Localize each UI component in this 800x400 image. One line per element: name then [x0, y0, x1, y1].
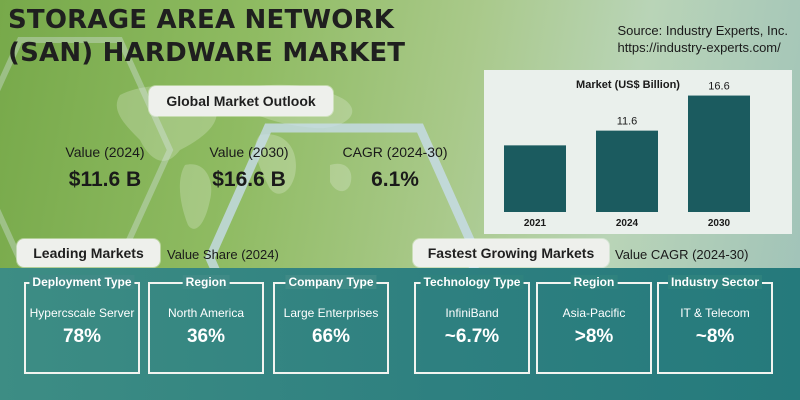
data-label-2024: 11.6	[617, 116, 638, 128]
global-market-outlook-label: Global Market Outlook	[149, 86, 333, 116]
data-label-2030: 16.6	[708, 81, 729, 93]
fastest-growing-subtitle: Value CAGR (2024-30)	[615, 247, 749, 262]
source-link[interactable]: https://industry-experts.com/	[617, 40, 781, 55]
x-tick-2024: 2024	[616, 218, 639, 229]
leading-markets-label: Leading Markets	[17, 239, 160, 267]
card-region-fastest: Region Asia-Pacific >8%	[536, 275, 652, 374]
bar-2030	[688, 95, 750, 212]
bar-2024	[596, 130, 658, 212]
source-credit: Source: Industry Experts, Inc. https://i…	[617, 23, 788, 55]
card-industry-sector: Industry Sector IT & Telecom ~8%	[657, 275, 773, 374]
x-tick-2021: 2021	[524, 218, 547, 229]
market-bar-chart: Market (US$ Billion) 2021 2024 11.6 2030 16.6	[504, 79, 750, 229]
kpi-value-2030: Value (2030) $16.6 B	[209, 144, 289, 191]
markets-band	[0, 268, 800, 400]
card-deployment-type: Deployment Type Hypercscale Server 78%	[24, 275, 140, 374]
chart-title: Market (US$ Billion)	[576, 79, 680, 91]
page-title: STORAGE AREA NETWORK (SAN) HARDWARE MARK…	[8, 5, 406, 68]
x-tick-2030: 2030	[708, 218, 731, 229]
card-company-type: Company Type Large Enterprises 66%	[273, 275, 389, 374]
kpi-value-2024: Value (2024) $11.6 B	[65, 144, 145, 191]
leading-markets-subtitle: Value Share (2024)	[167, 247, 279, 262]
market-chart-panel: Market (US$ Billion) 2021 2024 11.6 2030 16.6	[484, 70, 792, 234]
card-region-leading: Region North America 36%	[148, 275, 264, 374]
kpi-cagr: CAGR (2024-30) 6.1%	[342, 144, 448, 191]
bar-2021	[504, 145, 566, 212]
card-technology-type: Technology Type InfiniBand ~6.7%	[414, 275, 530, 374]
fastest-growing-label: Fastest Growing Markets	[413, 239, 609, 267]
